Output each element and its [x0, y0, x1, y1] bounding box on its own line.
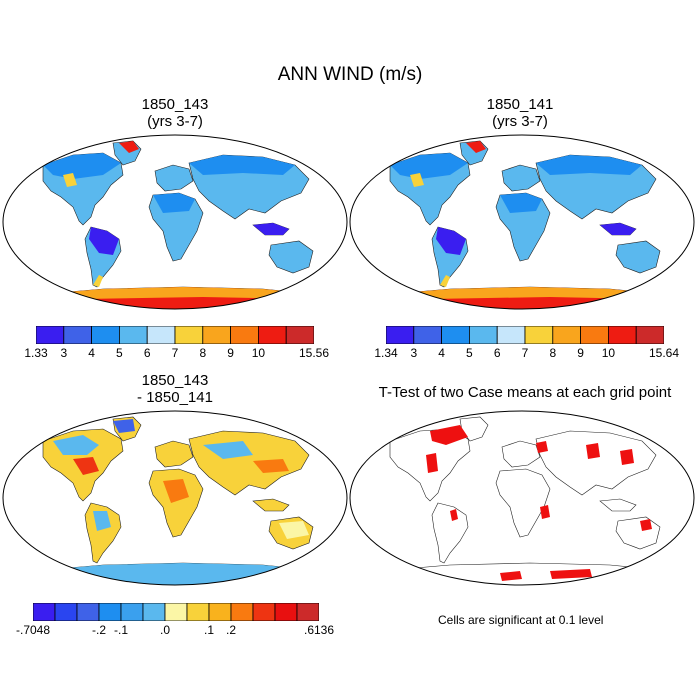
cb2-swatch-9: [635, 326, 664, 344]
cb3-swatch-1: [54, 603, 78, 621]
cb1-swatch-1: [63, 326, 92, 344]
cb2-swatch-5: [524, 326, 554, 344]
colorbar-1-labels: 1.33 3 4 5 6 7 8 9 10 15.56: [24, 346, 329, 362]
panel-1-title-line2: (yrs 3-7): [147, 113, 203, 130]
colorbar-1: [36, 326, 314, 344]
cb3-swatch-2: [76, 603, 100, 621]
cb2-label-0: 1.34: [374, 346, 398, 360]
cb3-swatch-9: [230, 603, 254, 621]
cb2-swatch-4: [496, 326, 526, 344]
cb1-swatch-2: [91, 326, 120, 344]
cb3-swatch-6: [164, 603, 188, 621]
cb3-label-4: .1: [203, 623, 215, 637]
cb3-swatch-11: [274, 603, 298, 621]
cb2-label-8: 10: [601, 346, 616, 360]
colorbar-2: [386, 326, 664, 344]
cb2-swatch-7: [580, 326, 609, 344]
cb3-swatch-8: [208, 603, 232, 621]
cb1-swatch-8: [257, 326, 287, 344]
colorbar-3-labels: -.7048 -.2 -.1 .0 .1 .2 .6136: [16, 623, 334, 639]
cb1-label-2: 4: [88, 346, 95, 360]
cb2-swatch-1: [413, 326, 442, 344]
cb3-label-6: .6136: [303, 623, 335, 637]
cb2-swatch-3: [469, 326, 498, 344]
cb3-swatch-3: [98, 603, 122, 621]
cb1-swatch-3: [119, 326, 148, 344]
cb2-swatch-8: [607, 326, 637, 344]
cb2-label-4: 6: [493, 346, 501, 360]
cb1-label-0: 1.33: [24, 346, 48, 360]
cb1-swatch-7: [230, 326, 259, 344]
panel-3-title-line1: 1850_143: [141, 372, 209, 389]
panel-3-title: 1850_143 - 1850_141: [70, 372, 280, 406]
cb1-swatch-4: [146, 326, 176, 344]
cb2-label-7: 9: [577, 346, 584, 360]
panel-1-title-line1: 1850_143: [141, 96, 209, 113]
cb3-swatch-4: [120, 603, 144, 621]
map-panel-1: [2, 134, 348, 310]
cb3-swatch-12: [296, 603, 319, 621]
cb2-label-3: 5: [466, 346, 473, 360]
panel-2-title-line1: 1850_141: [486, 96, 554, 113]
cb1-swatch-5: [174, 326, 204, 344]
panel-2-title: 1850_141 (yrs 3-7): [415, 96, 625, 130]
cb3-swatch-10: [252, 603, 276, 621]
cb2-label-2: 4: [438, 346, 445, 360]
cb1-label-5: 7: [171, 346, 179, 360]
cb1-label-4: 6: [143, 346, 151, 360]
significance-note: Cells are significant at 0.1 level: [438, 613, 604, 627]
colorbar-2-labels: 1.34 3 4 5 6 7 8 9 10 15.64: [374, 346, 679, 362]
cb1-swatch-9: [285, 326, 314, 344]
map-panel-4: [349, 410, 695, 586]
cb2-label-9: 15.64: [648, 346, 680, 360]
cb1-label-6: 8: [199, 346, 207, 360]
cb1-label-3: 5: [116, 346, 123, 360]
cb1-label-7: 9: [227, 346, 234, 360]
cb2-label-6: 8: [549, 346, 557, 360]
panel-3-title-line2: - 1850_141: [137, 389, 213, 406]
cb2-swatch-0: [386, 326, 415, 344]
cb2-swatch-6: [552, 326, 582, 344]
cb3-label-2: -.1: [113, 623, 129, 637]
cb3-label-3: .0: [159, 623, 171, 637]
cb2-label-5: 7: [521, 346, 529, 360]
cb3-label-0: -.7048: [15, 623, 51, 637]
cb3-swatch-0: [33, 603, 56, 621]
main-title: ANN WIND (m/s): [277, 64, 423, 85]
cb1-swatch-0: [36, 326, 65, 344]
cb3-swatch-5: [142, 603, 166, 621]
cb2-swatch-2: [441, 326, 470, 344]
panel-4-title: T-Test of two Case means at each grid po…: [350, 384, 700, 401]
cb3-label-5: .2: [225, 623, 237, 637]
cb2-label-1: 3: [410, 346, 418, 360]
cb1-label-9: 15.56: [298, 346, 330, 360]
panel-4-title-line1: T-Test of two Case means at each grid po…: [378, 384, 672, 401]
colorbar-3: [33, 603, 319, 621]
cb1-label-8: 10: [251, 346, 266, 360]
cb1-label-1: 3: [60, 346, 68, 360]
panel-2-title-line2: (yrs 3-7): [492, 113, 548, 130]
cb3-swatch-7: [186, 603, 210, 621]
panel-1-title: 1850_143 (yrs 3-7): [70, 96, 280, 130]
cb3-label-1: -.2: [91, 623, 107, 637]
map-panel-3: [2, 410, 348, 586]
map-panel-2: [349, 134, 695, 310]
cb1-swatch-6: [202, 326, 232, 344]
